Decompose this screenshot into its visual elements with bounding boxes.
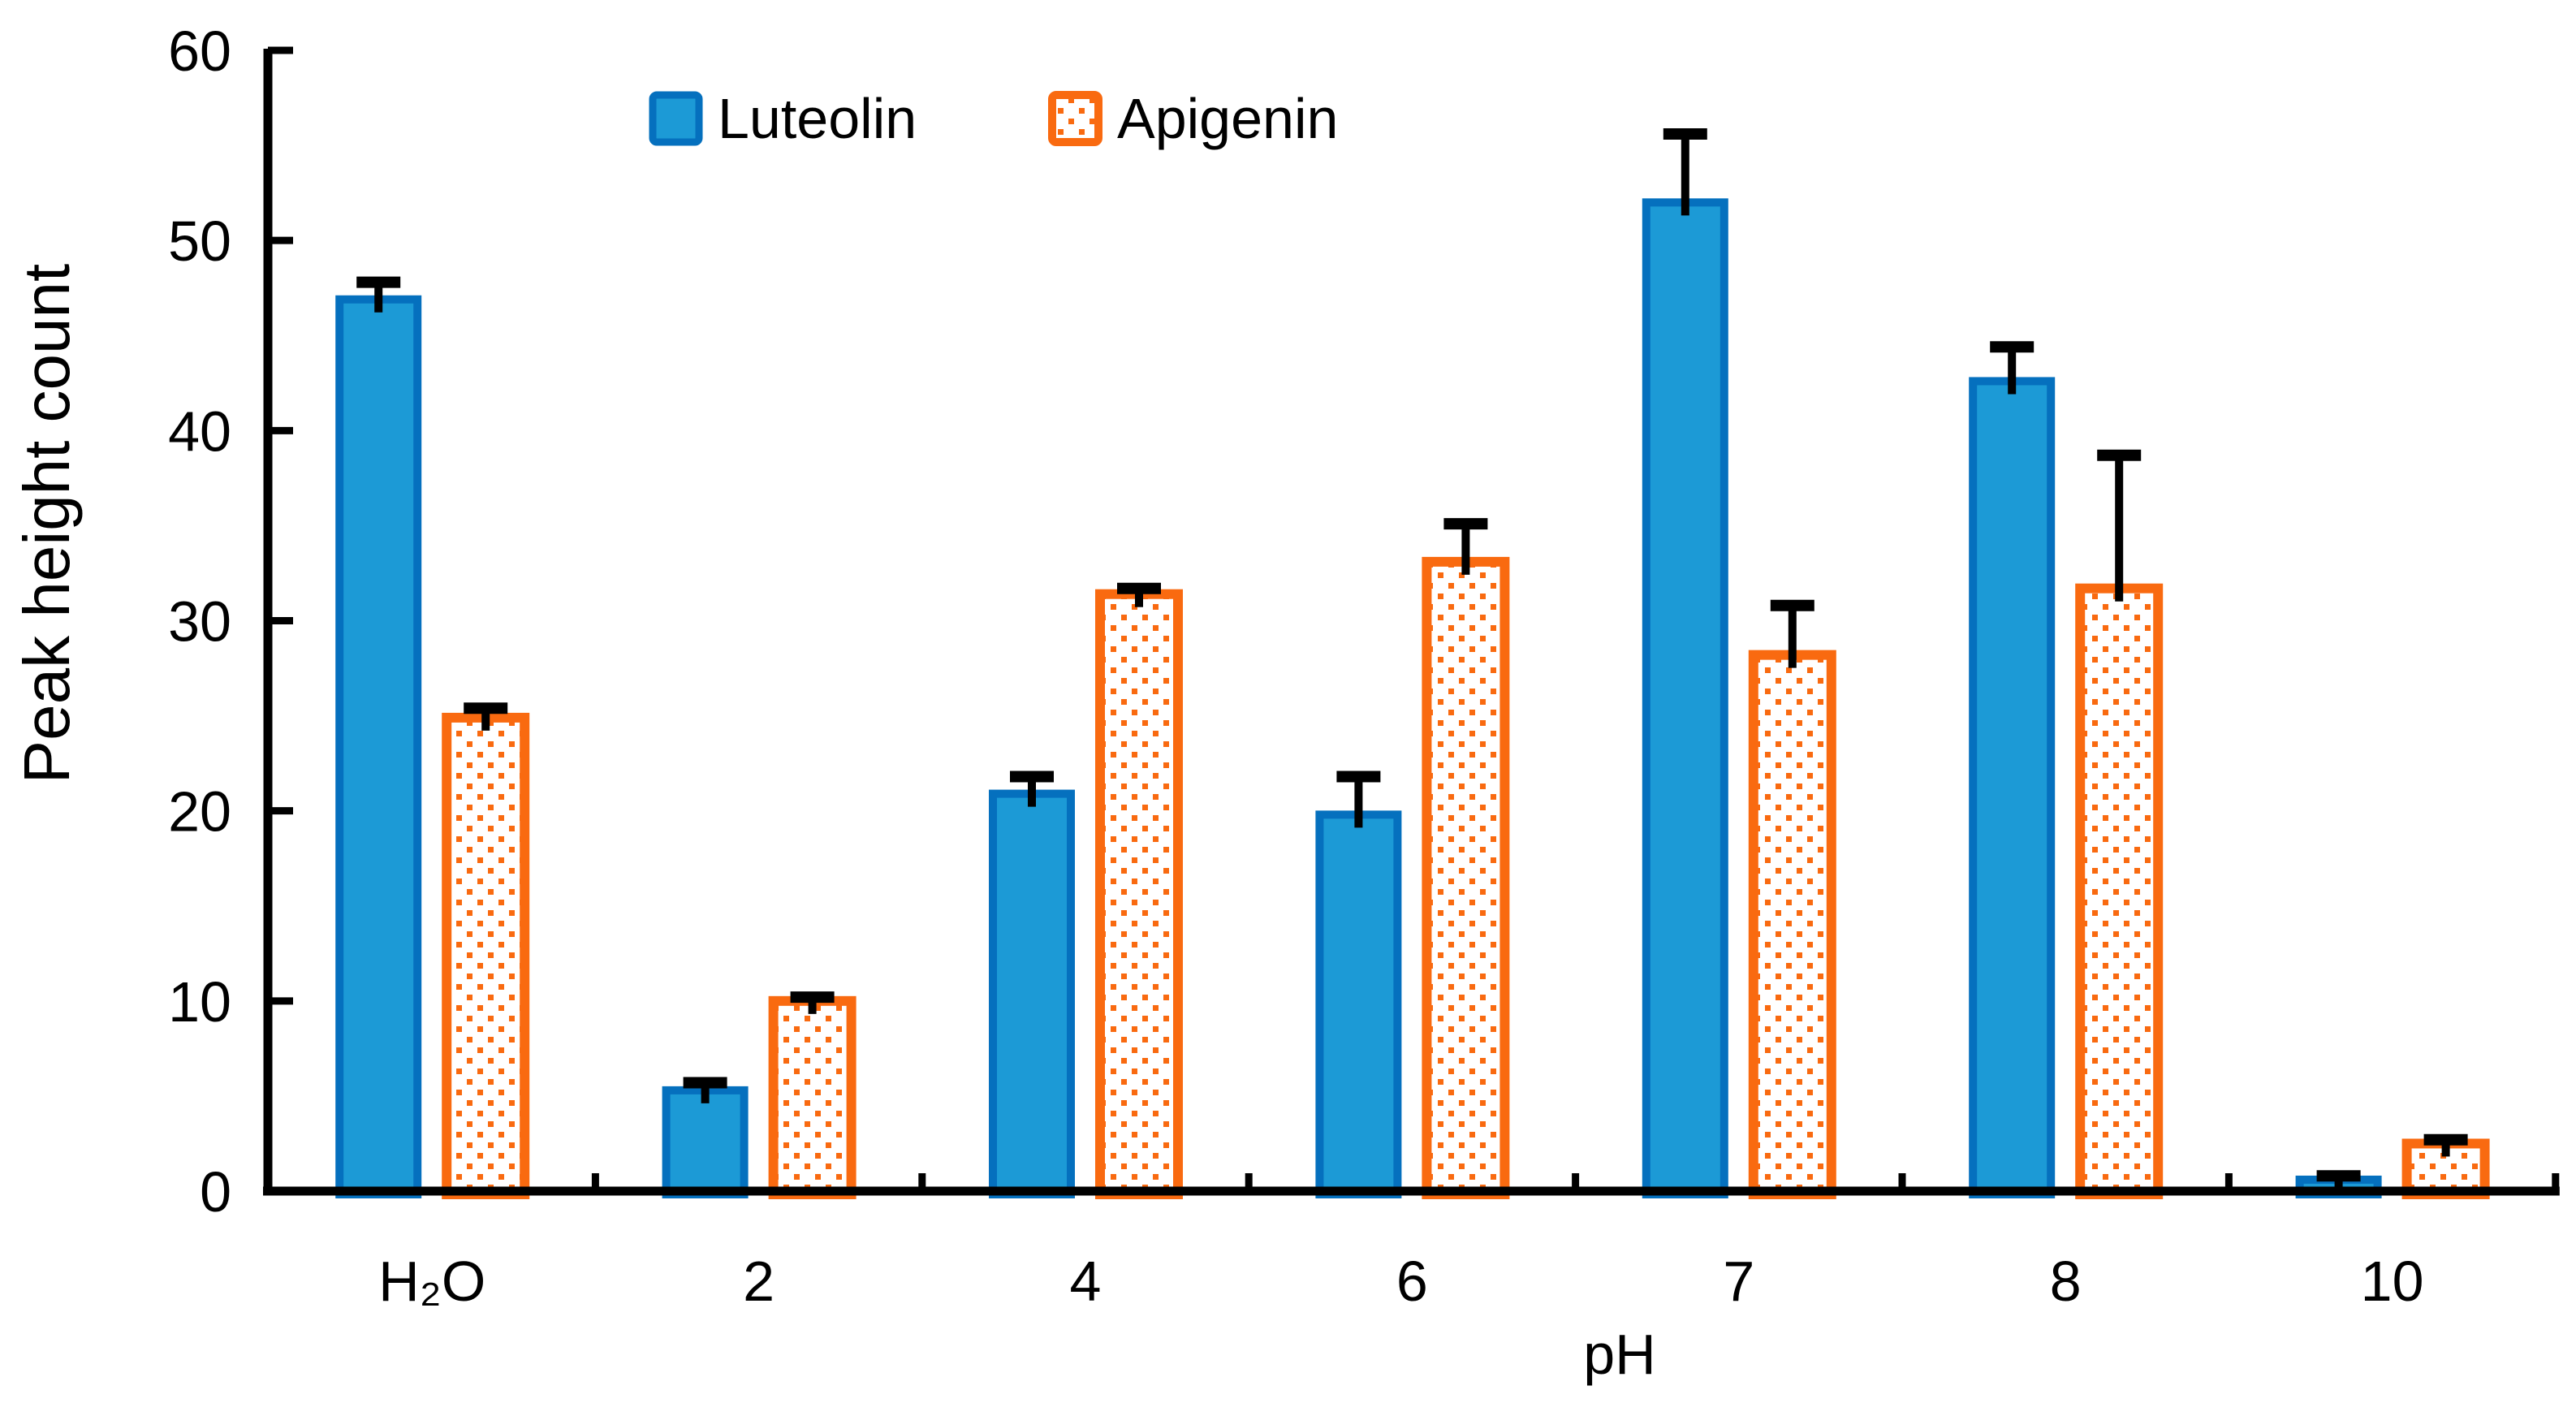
x-category-label: 10 (2361, 1250, 2424, 1313)
legend-label-apigenin: Apigenin (1117, 87, 1338, 150)
legend-label-luteolin: Luteolin (718, 87, 917, 150)
x-category-label: 8 (2050, 1250, 2082, 1313)
y-tick-label: 10 (168, 970, 231, 1034)
y-tick-label: 60 (168, 19, 231, 83)
y-tick-label: 20 (168, 780, 231, 844)
bar-luteolin-3 (989, 789, 1075, 1198)
bar-apigenin-4 (1422, 556, 1510, 1199)
bar-apigenin-6 (2075, 583, 2164, 1199)
y-tick-label: 0 (200, 1160, 231, 1224)
y-tick-label: 30 (168, 590, 231, 654)
y-tick-label: 50 (168, 209, 231, 273)
legend: Luteolin Apigenin (649, 87, 1338, 150)
bar-luteolin-6 (1969, 377, 2056, 1198)
x-category-label: H₂O (378, 1250, 485, 1313)
error-bars-group (356, 128, 2468, 1191)
bar-luteolin-5 (1642, 198, 1728, 1198)
x-category-label: 6 (1396, 1250, 1428, 1313)
bar-luteolin-1 (335, 295, 422, 1199)
legend-swatch-apigenin (1048, 91, 1102, 146)
bar-apigenin-2 (768, 995, 857, 1200)
x-category-label: 2 (743, 1250, 775, 1313)
bars-group (335, 198, 2490, 1200)
axes-group: 0 10 20 30 40 50 60 H₂O 2 4 6 7 8 10 pH Peak height cou… (11, 19, 2560, 1386)
x-category-label: 7 (1723, 1250, 1754, 1313)
y-axis-title: Peak height count (11, 264, 83, 784)
bar-apigenin-1 (442, 712, 530, 1199)
bar-luteolin-4 (1315, 810, 1402, 1198)
x-category-label: 4 (1070, 1250, 1102, 1313)
legend-swatch-luteolin (649, 91, 703, 146)
bar-apigenin-5 (1748, 650, 1836, 1199)
bar-apigenin-3 (1095, 589, 1183, 1199)
x-axis-title: pH (1583, 1323, 1655, 1386)
bar-luteolin-2 (662, 1086, 749, 1199)
y-tick-label: 40 (168, 399, 231, 463)
